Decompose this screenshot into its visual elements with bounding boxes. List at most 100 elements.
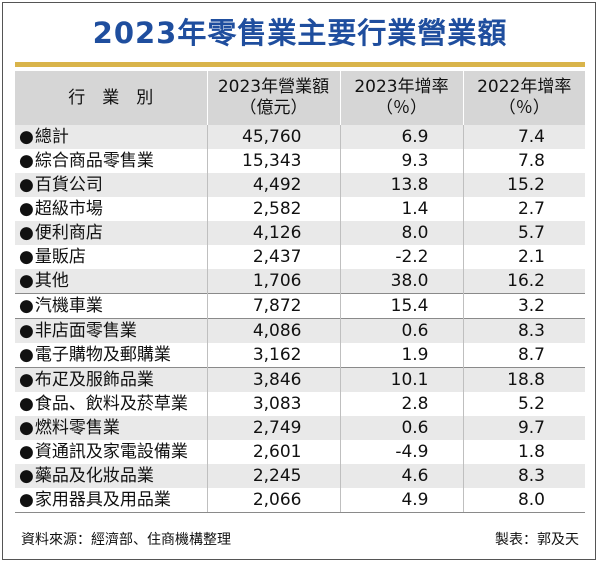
growth-2022-cell: 2.7	[462, 197, 585, 221]
bullet-icon: ●	[19, 490, 34, 510]
table-row: ●家用器具及用品業 2,066 4.9 8.0	[15, 488, 585, 513]
growth-2023-cell: 9.3	[339, 149, 463, 173]
title-accent-bar	[15, 62, 585, 67]
bullet-icon: ●	[19, 345, 34, 365]
growth-2023-cell: 38.0	[339, 269, 463, 294]
growth-2022-cell: 1.8	[462, 440, 585, 464]
bullet-icon: ●	[19, 271, 34, 291]
header-growth-2023-unit: （％）	[376, 98, 427, 118]
growth-2023-cell: 4.6	[339, 464, 463, 488]
industry-cell: ●資通訊及家電設備業	[15, 440, 207, 464]
growth-2023-cell: -4.9	[339, 440, 463, 464]
table-credit: 製表：郭及天	[495, 532, 579, 548]
growth-2023-cell: 10.1	[339, 367, 463, 392]
table-row: ●汽機車業 7,872 15.4 3.2	[15, 293, 585, 319]
industry-cell: ●總計	[15, 125, 207, 149]
revenue-cell: 4,492	[206, 173, 340, 197]
growth-2023-cell: 15.4	[339, 293, 463, 319]
header-revenue-label: 2023年營業額	[217, 77, 330, 97]
table-row: ●綜合商品零售業 15,343 9.3 7.8	[15, 149, 585, 173]
growth-2022-cell: 18.8	[462, 367, 585, 392]
industry-cell: ●電子購物及郵購業	[15, 343, 207, 368]
bullet-icon: ●	[19, 151, 34, 171]
industry-name: 百貨公司	[34, 175, 103, 195]
header-growth-2022: 2022年增率 （％）	[462, 71, 585, 125]
growth-2022-cell: 8.3	[462, 318, 585, 343]
growth-2022-cell: 16.2	[462, 269, 585, 294]
growth-2023-cell: 4.9	[339, 488, 463, 513]
table-row: ●其他 1,706 38.0 16.2	[15, 269, 585, 294]
header-revenue-2023: 2023年營業額 （億元）	[206, 71, 340, 125]
revenue-cell: 3,083	[206, 392, 340, 416]
growth-2022-cell: 8.3	[462, 464, 585, 488]
header-revenue-unit: （億元）	[239, 98, 308, 118]
header-industry: 行 業 別	[15, 71, 207, 125]
revenue-cell: 2,749	[206, 416, 340, 440]
revenue-cell: 4,126	[206, 221, 340, 245]
growth-2023-cell: 0.6	[339, 318, 463, 343]
growth-2023-cell: 0.6	[339, 416, 463, 440]
growth-2023-cell: -2.2	[339, 245, 463, 269]
growth-2022-cell: 9.7	[462, 416, 585, 440]
table-row: ●量販店 2,437 -2.2 2.1	[15, 245, 585, 269]
header-growth-2022-unit: （％）	[498, 98, 550, 118]
industry-cell: ●綜合商品零售業	[15, 149, 207, 173]
industry-name: 綜合商品零售業	[34, 151, 154, 171]
industry-cell: ●食品、飲料及菸草業	[15, 392, 207, 416]
revenue-cell: 15,343	[206, 149, 340, 173]
table-row: ●藥品及化妝品業 2,245 4.6 8.3	[15, 464, 585, 488]
header-industry-label: 行 業 別	[68, 87, 154, 108]
table-title: 2023年零售業主要行業營業額	[92, 16, 508, 50]
industry-cell: ●布疋及服飾品業	[15, 367, 207, 392]
growth-2022-cell: 3.2	[462, 293, 585, 319]
revenue-cell: 4,086	[206, 318, 340, 343]
header-growth-2023-label: 2023年增率	[354, 77, 449, 97]
growth-2022-cell: 15.2	[462, 173, 585, 197]
industry-name: 總計	[34, 127, 69, 147]
industry-cell: ●藥品及化妝品業	[15, 464, 207, 488]
header-growth-2022-label: 2022年增率	[477, 77, 572, 97]
industry-name: 資通訊及家電設備業	[34, 442, 188, 462]
industry-name: 便利商店	[34, 223, 103, 243]
revenue-cell: 2,066	[206, 488, 340, 513]
table-row: ●布疋及服飾品業 3,846 10.1 18.8	[15, 367, 585, 392]
table-header-row: 行 業 別 2023年營業額 （億元） 2023年增率 （％） 2022年增率 …	[15, 71, 585, 125]
data-source-note: 資料來源：經濟部、住商機構整理	[21, 532, 231, 548]
growth-2023-cell: 2.8	[339, 392, 463, 416]
bullet-icon: ●	[19, 223, 34, 243]
industry-name: 家用器具及用品業	[34, 490, 171, 510]
growth-2023-cell: 6.9	[339, 125, 463, 149]
industry-name: 燃料零售業	[34, 418, 120, 438]
industry-cell: ●非店面零售業	[15, 318, 207, 343]
table-row: ●百貨公司 4,492 13.8 15.2	[15, 173, 585, 197]
industry-name: 電子購物及郵購業	[34, 345, 171, 365]
table-row: ●資通訊及家電設備業 2,601 -4.9 1.8	[15, 440, 585, 464]
industry-cell: ●家用器具及用品業	[15, 488, 207, 513]
revenue-cell: 3,846	[206, 367, 340, 392]
revenue-cell: 2,582	[206, 197, 340, 221]
industry-name: 其他	[34, 271, 69, 291]
industry-cell: ●量販店	[15, 245, 207, 269]
bullet-icon: ●	[19, 394, 34, 414]
bullet-icon: ●	[19, 175, 34, 195]
industry-name: 藥品及化妝品業	[34, 466, 154, 486]
bullet-icon: ●	[19, 442, 34, 462]
industry-cell: ●便利商店	[15, 221, 207, 245]
table-row: ●超級市場 2,582 1.4 2.7	[15, 197, 585, 221]
table-row: ●便利商店 4,126 8.0 5.7	[15, 221, 585, 245]
growth-2023-cell: 13.8	[339, 173, 463, 197]
industry-cell: ●百貨公司	[15, 173, 207, 197]
industry-name: 超級市場	[34, 199, 103, 219]
infographic-frame: 2023年零售業主要行業營業額 行 業 別 2023年營業額 （億元） 2023…	[2, 2, 596, 560]
header-growth-2023: 2023年增率 （％）	[339, 71, 463, 125]
growth-2022-cell: 7.4	[462, 125, 585, 149]
industry-name: 食品、飲料及菸草業	[34, 394, 188, 414]
growth-2022-cell: 8.0	[462, 488, 585, 513]
revenue-cell: 7,872	[206, 293, 340, 319]
bullet-icon: ●	[19, 418, 34, 438]
table-row: ●燃料零售業 2,749 0.6 9.7	[15, 416, 585, 440]
revenue-cell: 45,760	[206, 125, 340, 149]
industry-name: 汽機車業	[34, 296, 103, 316]
growth-2022-cell: 5.2	[462, 392, 585, 416]
revenue-cell: 1,706	[206, 269, 340, 294]
